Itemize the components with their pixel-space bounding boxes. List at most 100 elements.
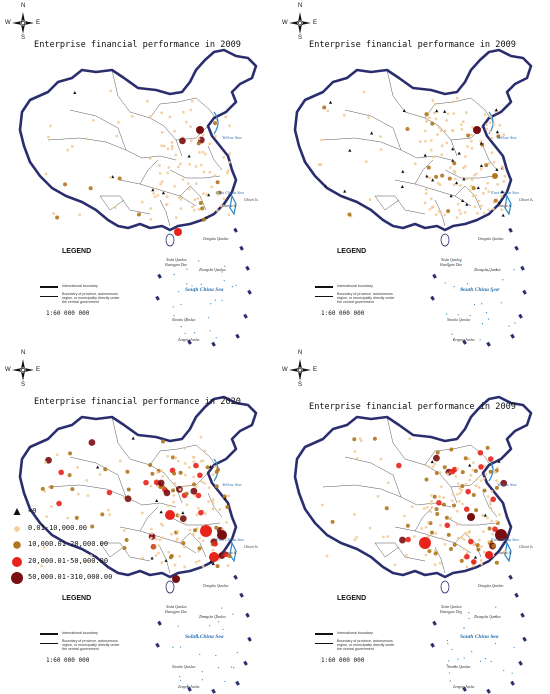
- enterprise-point: [479, 204, 483, 208]
- enterprise-point: [362, 90, 366, 94]
- island-dot: [479, 339, 481, 341]
- compass-e-label: E: [313, 367, 318, 373]
- enterprise-point: [436, 181, 440, 185]
- enterprise-point: [150, 471, 155, 476]
- boundary-dash: [432, 620, 437, 626]
- province-boundary: [322, 484, 402, 498]
- negative-point: [497, 201, 501, 205]
- enterprise-point: [475, 477, 479, 481]
- boundary-dash: [514, 592, 519, 598]
- enterprise-point: [484, 187, 488, 190]
- province-boundary: [169, 169, 221, 179]
- island-dot: [224, 680, 226, 683]
- enterprise-point: [179, 162, 182, 166]
- boundary-dash: [486, 341, 491, 347]
- island-dot: [511, 672, 513, 674]
- boundary-dash: [508, 227, 513, 233]
- enterprise-point: [487, 161, 491, 165]
- enterprise-point: [446, 209, 451, 214]
- national-boundary: [18, 395, 258, 579]
- enterprise-point: [150, 532, 154, 535]
- enterprise-point: [438, 471, 442, 474]
- china-map: [18, 48, 258, 347]
- enterprise-point: [465, 551, 469, 555]
- province-boundary: [374, 542, 400, 558]
- island-dot: [469, 314, 471, 317]
- enterprise-point: [467, 457, 471, 461]
- enterprise-point: [108, 513, 112, 517]
- enterprise-point: [226, 169, 230, 173]
- enterprise-point: [433, 462, 437, 466]
- boundary-dash: [245, 612, 250, 618]
- negative-point: [430, 460, 434, 464]
- enterprise-point: [148, 463, 153, 468]
- negative-point: [211, 561, 215, 565]
- enterprise-point: [434, 213, 438, 217]
- enterprise-point: [159, 182, 163, 186]
- enterprise-point: [486, 516, 490, 520]
- island-dot: [447, 643, 449, 645]
- enterprise-point: [181, 541, 186, 546]
- enterprise-point: [347, 212, 352, 217]
- enterprise-point: [192, 208, 196, 212]
- enterprise-point: [49, 505, 53, 508]
- xisha-label: Xisha Qundao: [166, 258, 187, 262]
- enterprise-point: [487, 526, 492, 531]
- xisha-label: Xisha Qundao: [441, 258, 462, 262]
- negative-point: [501, 213, 505, 217]
- enterprise-point: [225, 520, 228, 524]
- enterprise-point: [408, 437, 412, 441]
- island-dot: [172, 306, 174, 308]
- island-dot: [447, 262, 449, 265]
- enterprise-point: [431, 205, 435, 209]
- enterprise-point: [479, 479, 483, 483]
- enterprise-point: [430, 499, 434, 503]
- enterprise-point: [221, 204, 225, 208]
- island-dot: [446, 664, 448, 666]
- boundary-dash: [520, 265, 525, 271]
- island-dot: [187, 684, 189, 686]
- enterprise-point: [215, 467, 220, 472]
- boundary-dash: [157, 620, 162, 626]
- negative-point: [500, 190, 504, 194]
- scale-label: 1:60 000 000: [46, 657, 90, 664]
- enterprise-point: [160, 469, 163, 472]
- enterprise-point: [424, 139, 427, 143]
- enterprise-point: [405, 536, 411, 543]
- enterprise-point: [469, 139, 473, 143]
- yellow-sea-label: Yellow Sea: [222, 482, 242, 487]
- enterprise-point: [440, 537, 444, 540]
- boundary-dash: [235, 333, 240, 339]
- enterprise-point: [439, 485, 443, 489]
- enterprise-point: [463, 456, 468, 461]
- triangle-icon: [13, 508, 21, 515]
- enterprise-point: [481, 514, 485, 517]
- enterprise-point: [469, 184, 473, 188]
- island-dot: [209, 330, 211, 332]
- enterprise-point: [122, 545, 127, 550]
- enterprise-point: [58, 469, 64, 476]
- negative-point: [150, 556, 154, 560]
- boundary-dash: [486, 688, 491, 694]
- enterprise-point: [479, 545, 483, 548]
- country-fill: [295, 397, 531, 577]
- enterprise-point: [106, 489, 113, 496]
- enterprise-point: [404, 553, 408, 557]
- enterprise-point-large: [495, 529, 507, 541]
- enterprise-point: [464, 111, 468, 114]
- island-dot: [463, 657, 465, 659]
- enterprise-point: [381, 535, 385, 539]
- enterprise-point: [165, 195, 169, 199]
- enterprise-point: [149, 217, 153, 221]
- enterprise-point: [429, 148, 433, 152]
- enterprise-point: [437, 125, 441, 129]
- yellow-sea-label: Yellow Sea: [222, 135, 242, 140]
- negative-point: [324, 184, 328, 188]
- enterprise-point: [462, 547, 466, 551]
- enterprise-point: [445, 119, 449, 122]
- enterprise-point: [386, 535, 390, 538]
- province-boundary: [99, 195, 125, 211]
- enterprise-point: [178, 488, 182, 491]
- enterprise-point: [412, 535, 416, 538]
- island-dot: [193, 290, 196, 292]
